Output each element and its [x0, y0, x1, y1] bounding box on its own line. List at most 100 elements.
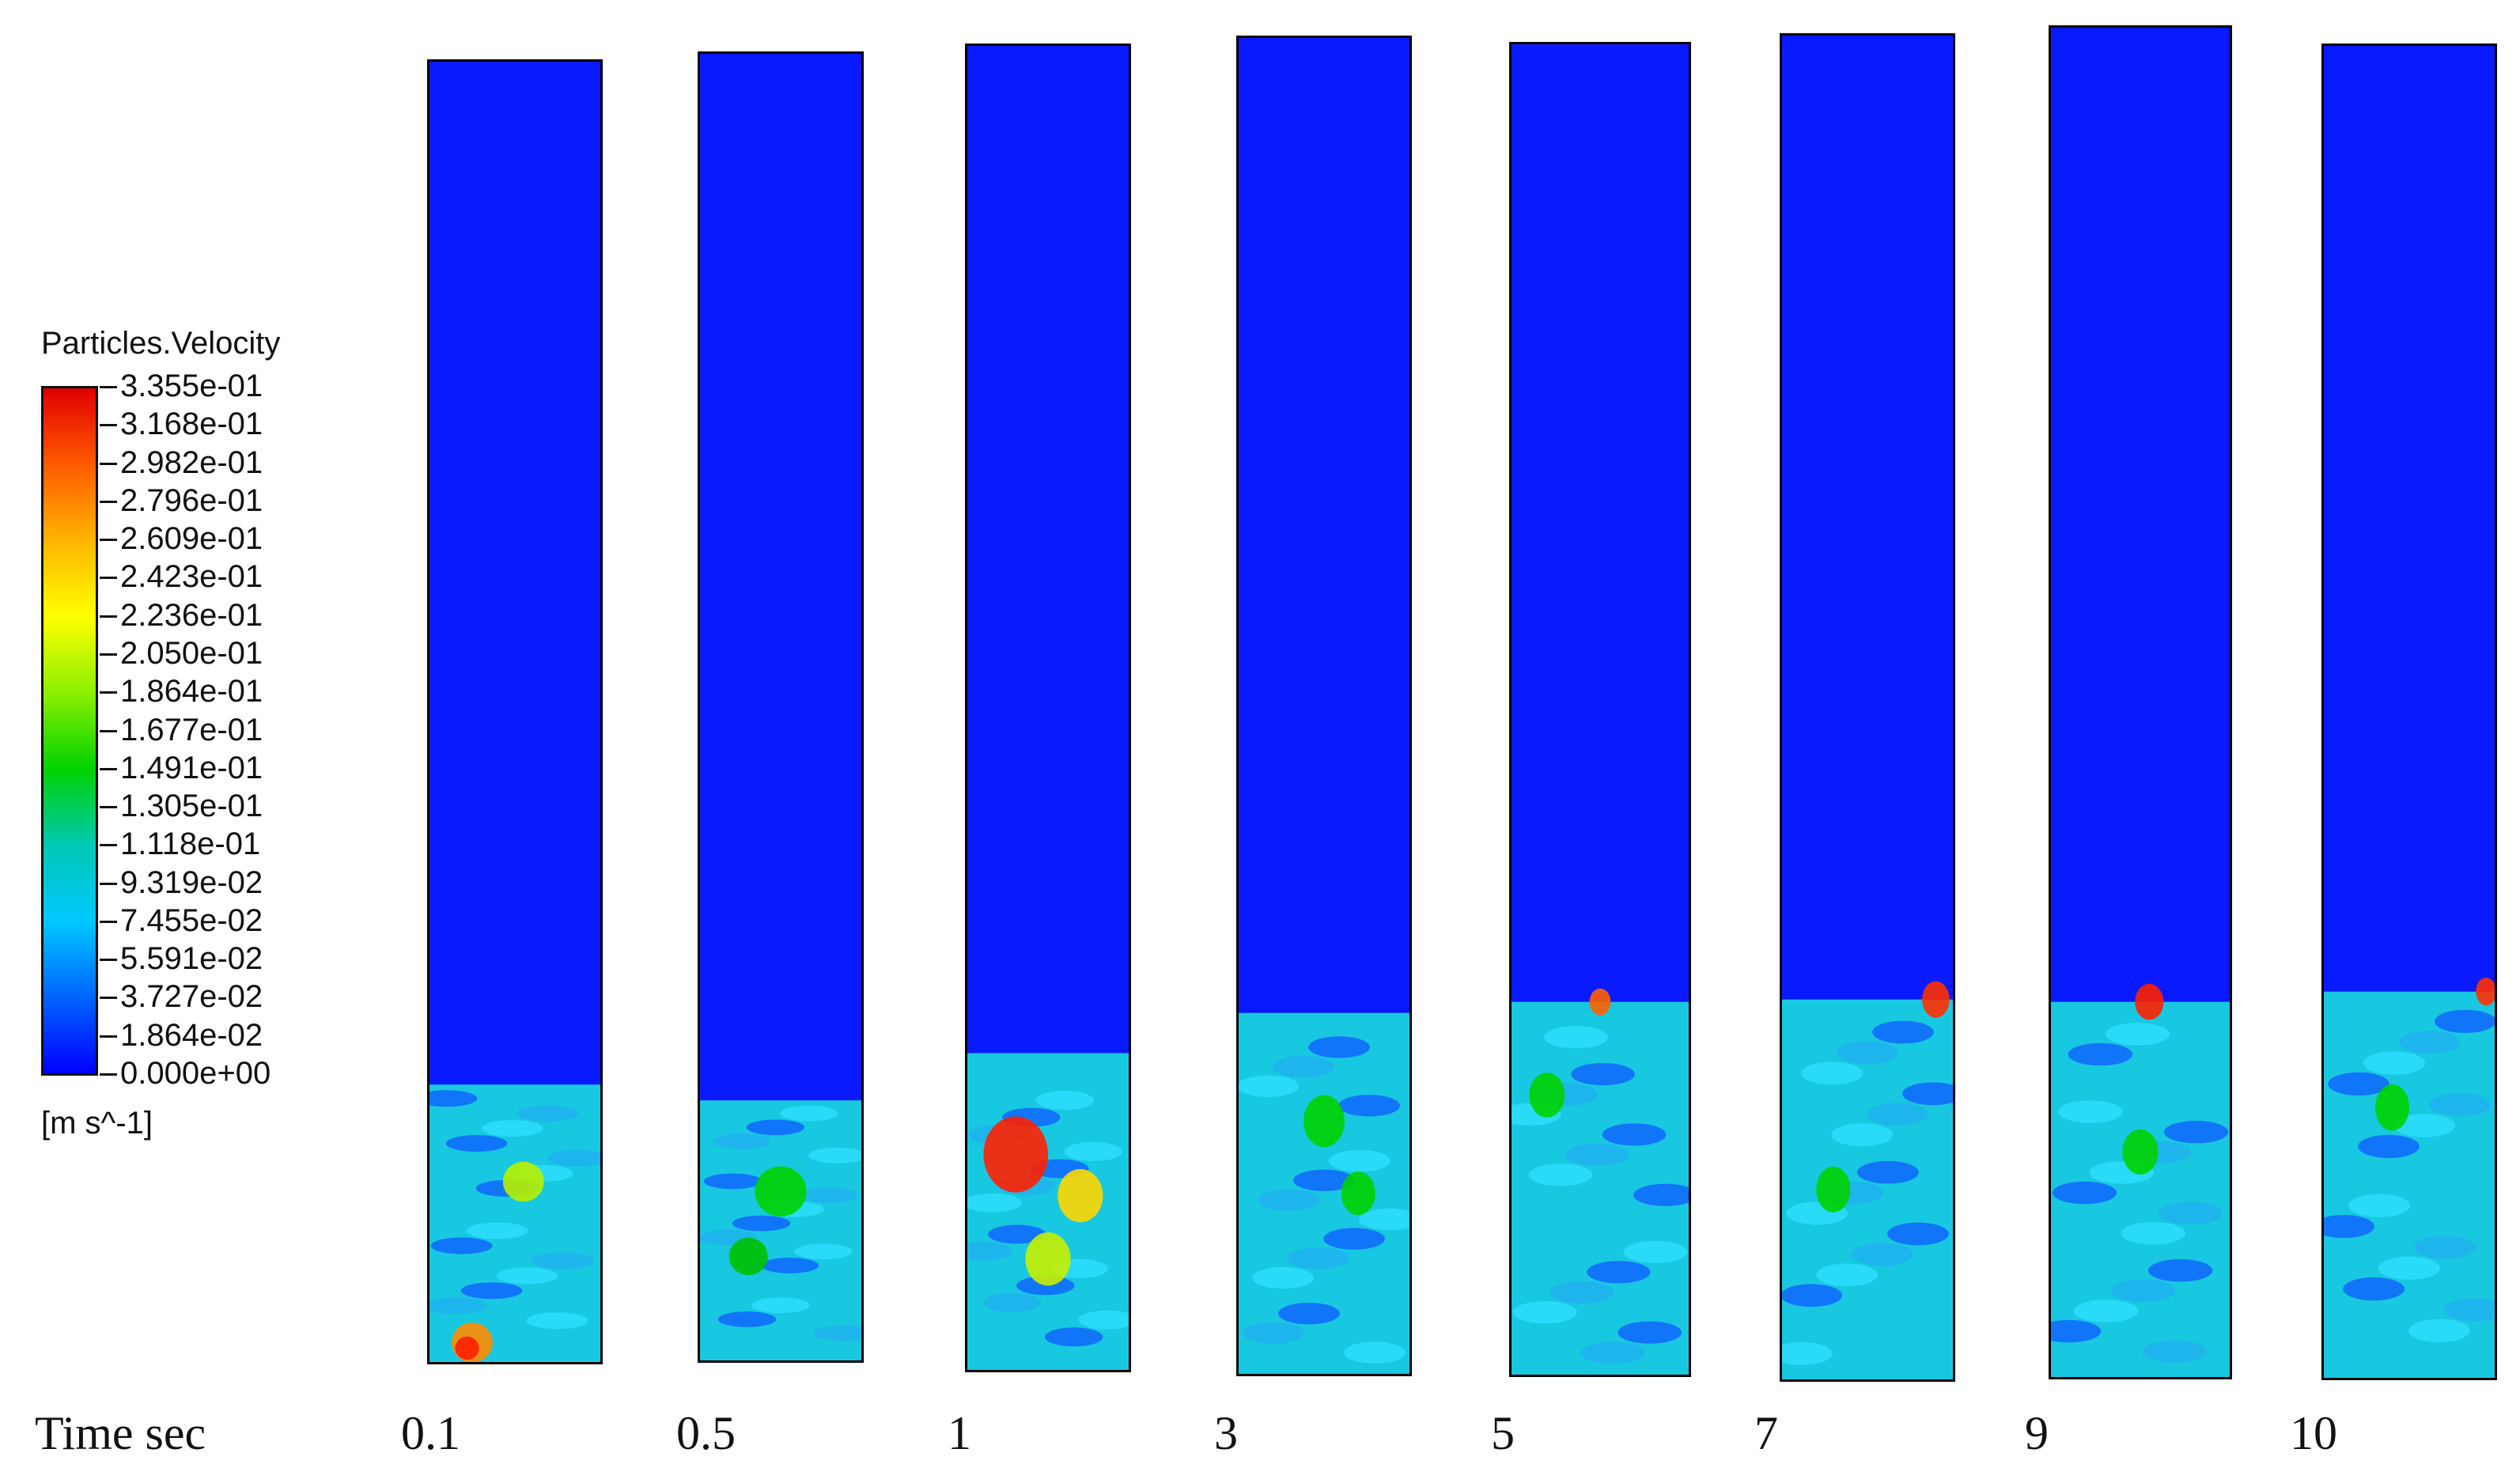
- velocity-hotspot: [2374, 1084, 2409, 1131]
- velocity-streak: [1565, 1143, 1629, 1167]
- velocity-streak: [1329, 1150, 1391, 1172]
- velocity-streak: [496, 1267, 558, 1284]
- velocity-streak: [429, 1297, 487, 1315]
- time-label: 0.1: [401, 1407, 460, 1459]
- velocity-hotspot: [455, 1336, 479, 1360]
- velocity-streak: [732, 1215, 791, 1231]
- velocity-streak: [1044, 1327, 1103, 1347]
- velocity-streak: [2328, 1072, 2389, 1096]
- velocity-streak: [2073, 1300, 2139, 1322]
- time-label: 0.5: [676, 1407, 736, 1459]
- velocity-streak: [1243, 1322, 1304, 1345]
- velocity-hotspot: [1529, 1073, 1565, 1118]
- velocity-streak: [2110, 1279, 2176, 1303]
- velocity-streak: [794, 1243, 853, 1260]
- colorbar-tick: [100, 882, 117, 885]
- velocity-streak: [2068, 1042, 2133, 1066]
- velocity-hotspot: [2476, 978, 2495, 1006]
- velocity-streak: [516, 1105, 579, 1122]
- velocity-streak: [1512, 1301, 1577, 1324]
- contour-panel: [2049, 25, 2232, 1379]
- colorbar-tick: [100, 729, 117, 732]
- colorbar: [41, 386, 98, 1076]
- velocity-streak: [2121, 1222, 2185, 1245]
- velocity-hotspot: [755, 1166, 807, 1216]
- velocity-streak: [1801, 1061, 1863, 1085]
- velocity-streak: [703, 1173, 762, 1190]
- velocity-streak: [1837, 1041, 1898, 1065]
- velocity-streak: [2158, 1201, 2223, 1224]
- velocity-streak: [1258, 1189, 1319, 1211]
- velocity-streak: [2147, 1259, 2213, 1282]
- colorbar-tick-label: 9.319e-02: [120, 864, 263, 900]
- colorbar-tick-label: 3.168e-01: [120, 407, 263, 442]
- velocity-streak: [1273, 1055, 1334, 1078]
- colorbar-tick-label: 7.455e-02: [120, 902, 263, 938]
- velocity-hotspot: [983, 1116, 1048, 1193]
- time-label: 10: [2290, 1407, 2337, 1459]
- velocity-streak: [1816, 1263, 1878, 1287]
- velocity-streak: [1867, 1103, 1928, 1126]
- velocity-streak: [1618, 1321, 1682, 1344]
- colorbar-tick: [100, 462, 117, 465]
- colorbar-tick-label: 1.864e-02: [120, 1017, 263, 1053]
- velocity-streak: [2348, 1194, 2410, 1217]
- velocity-hotspot: [1816, 1167, 1851, 1213]
- velocity-streak: [481, 1120, 543, 1137]
- velocity-streak: [988, 1224, 1046, 1244]
- velocity-hotspot: [1025, 1232, 1071, 1286]
- colorbar-tick: [100, 577, 117, 580]
- legend-unit: [m s^-1]: [41, 1106, 153, 1141]
- velocity-streak: [1887, 1222, 1949, 1246]
- velocity-streak: [967, 1193, 1022, 1213]
- velocity-streak: [1902, 1082, 1953, 1106]
- velocity-streak: [1857, 1160, 1919, 1184]
- colorbar-tick: [100, 539, 117, 542]
- velocity-streak: [2444, 1298, 2495, 1322]
- velocity-streak: [713, 1133, 771, 1150]
- velocity-streak: [751, 1297, 810, 1314]
- velocity-streak: [2052, 1181, 2117, 1205]
- velocity-streak: [1571, 1062, 1635, 1086]
- velocity-streak: [2414, 1235, 2476, 1259]
- contour-panel: [2321, 44, 2497, 1380]
- colorbar-tick-label: 3.355e-01: [120, 369, 263, 403]
- velocity-streak: [547, 1150, 600, 1167]
- velocity-streak: [1252, 1266, 1315, 1289]
- colorbar-tick: [100, 615, 117, 618]
- velocity-hotspot: [728, 1237, 768, 1276]
- velocity-streak: [1338, 1095, 1400, 1117]
- colorbar-tick-label: 1.305e-01: [120, 789, 263, 824]
- colorbar-tick: [100, 767, 117, 770]
- colorbar-tick-label: 1.118e-01: [120, 827, 261, 862]
- colorbar-tick-label: 0.000e+00: [120, 1056, 271, 1091]
- velocity-streak: [2142, 1340, 2208, 1363]
- velocity-streak: [1852, 1243, 1913, 1266]
- velocity-streak: [1288, 1247, 1349, 1269]
- contour-panel: [1236, 36, 1412, 1376]
- legend-title: Particles.Velocity: [41, 326, 281, 361]
- velocity-streak: [1344, 1341, 1406, 1364]
- velocity-streak: [2363, 1051, 2425, 1075]
- velocity-streak: [1831, 1123, 1893, 1147]
- velocity-streak: [1064, 1141, 1122, 1162]
- velocity-hotspot: [1922, 981, 1950, 1018]
- colorbar-tick: [100, 500, 117, 503]
- velocity-streak: [2393, 1114, 2455, 1137]
- colorbar-tick-label: 2.236e-01: [120, 597, 263, 633]
- velocity-streak: [1580, 1341, 1645, 1364]
- velocity-hotspot: [2122, 1129, 2159, 1175]
- time-label: 3: [1214, 1407, 1238, 1459]
- time-label: 9: [2025, 1407, 2049, 1459]
- velocity-streak: [1078, 1310, 1129, 1330]
- velocity-streak: [1633, 1183, 1689, 1206]
- velocity-hotspot: [2135, 983, 2164, 1020]
- velocity-streak: [2408, 1318, 2470, 1343]
- velocity-hotspot: [1589, 988, 1611, 1016]
- velocity-hotspot: [1304, 1095, 1345, 1148]
- velocity-streak: [967, 1242, 1013, 1262]
- colorbar-tick-label: 1.677e-01: [120, 712, 263, 747]
- colorbar-tick-label: 5.591e-02: [120, 941, 263, 977]
- colorbar-tick: [100, 691, 117, 694]
- velocity-streak: [1278, 1303, 1340, 1325]
